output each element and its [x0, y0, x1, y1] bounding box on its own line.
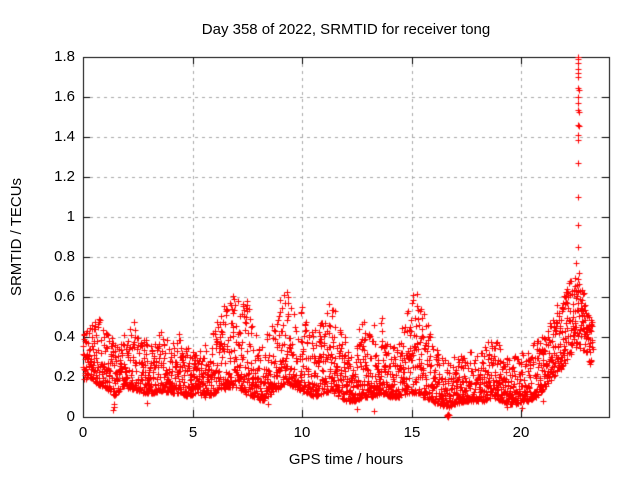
- x-tick-label: 0: [78, 424, 88, 441]
- x-axis-title: GPS time / hours: [288, 451, 404, 468]
- x-tick-label: 15: [403, 424, 421, 441]
- x-tick-label: 10: [293, 424, 311, 441]
- y-tick-label: 0.4: [54, 328, 75, 345]
- y-tick-label: 1: [66, 208, 75, 225]
- y-tick-label: 0: [66, 408, 75, 425]
- y-tick-label: 0.2: [54, 368, 75, 385]
- y-tick-label: 1.8: [54, 48, 75, 65]
- y-tick-label: 0.8: [54, 248, 75, 265]
- x-tick-label: 20: [512, 424, 530, 441]
- chart-title: Day 358 of 2022, SRMTID for receiver ton…: [201, 21, 491, 38]
- y-axis-title: SRMTID / TECUs: [8, 177, 25, 297]
- y-tick-label: 0.6: [54, 288, 75, 305]
- y-tick-label: 1.6: [54, 88, 75, 105]
- x-tick-label: 5: [188, 424, 198, 441]
- y-tick-label: 1.2: [54, 168, 75, 185]
- y-tick-label: 1.4: [54, 128, 75, 145]
